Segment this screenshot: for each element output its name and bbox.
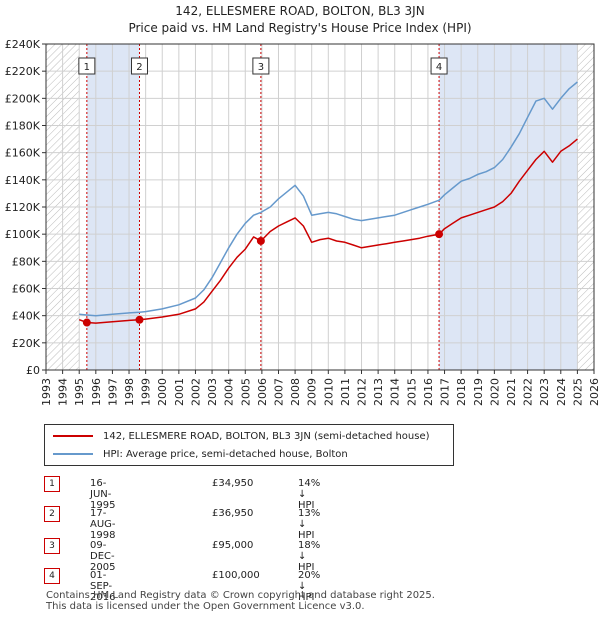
x-tick-label: 1999 — [140, 378, 153, 406]
x-tick-label: 2020 — [488, 378, 501, 406]
x-tick-label: 2026 — [588, 378, 600, 406]
y-tick-label: £220K — [5, 65, 41, 78]
x-tick-label: 2012 — [356, 378, 369, 406]
sale-number-badge: 3 — [44, 538, 60, 554]
legend-item-hpi: HPI: Average price, semi-detached house,… — [53, 446, 348, 462]
x-tick-label: 2007 — [272, 378, 285, 406]
legend-swatch-hpi — [53, 453, 93, 455]
x-tick-label: 2010 — [322, 378, 335, 406]
x-tick-label: 1996 — [90, 378, 103, 406]
y-tick-label: £0 — [26, 364, 40, 377]
hpi-line — [79, 81, 578, 317]
x-tick-label: 2019 — [472, 378, 485, 406]
y-tick-label: £120K — [5, 201, 41, 214]
x-tick-label: 2017 — [439, 378, 452, 406]
sale-date: 09-DEC-2005 — [90, 540, 116, 573]
sale-number-badge: 1 — [44, 476, 60, 492]
sale-label-box — [430, 57, 448, 75]
sale-point — [135, 315, 144, 324]
sale-hpi-diff: 13% ↓ HPI — [298, 508, 321, 541]
x-tick-label: 2022 — [522, 378, 535, 406]
sale-price: £100,000 — [212, 570, 260, 581]
legend-item-price: 142, ELLESMERE ROAD, BOLTON, BL3 3JN (se… — [53, 428, 430, 444]
sale-hpi-diff: 18% ↓ HPI — [298, 540, 321, 573]
sale-label: 1 — [84, 62, 90, 73]
x-tick-label: 1998 — [123, 378, 136, 406]
x-tick-label: 2025 — [571, 378, 584, 406]
y-tick-label: £20K — [12, 337, 41, 350]
y-tick-label: £40K — [12, 310, 41, 323]
x-tick-label: 2009 — [306, 378, 319, 406]
sale-label-box — [130, 57, 148, 75]
x-tick-label: 1997 — [106, 378, 119, 406]
price-chart: 1 2 3 4 £0 £20K £40K £60K £80K £100K £120K £140K £1… — [5, 38, 600, 406]
x-tick-label: 2003 — [206, 378, 219, 406]
x-tick-label: 2021 — [505, 378, 518, 406]
x-tick-label: 2005 — [239, 378, 252, 406]
sale-price: £34,950 — [212, 478, 254, 489]
x-tick-label: 2015 — [405, 378, 418, 406]
sale-label: 2 — [136, 62, 142, 73]
price-paid-line — [78, 138, 578, 324]
x-tick-label: 2016 — [422, 378, 435, 406]
x-tick-label: 2018 — [455, 378, 468, 406]
x-tick-label: 2011 — [339, 378, 352, 406]
y-tick-label: £200K — [5, 92, 41, 105]
x-tick-label: 1993 — [40, 378, 53, 406]
y-tick-label: £180K — [5, 120, 41, 133]
sale-point — [435, 230, 444, 239]
sale-date: 17-AUG-1998 — [90, 508, 116, 541]
legend: 142, ELLESMERE ROAD, BOLTON, BL3 3JN (se… — [44, 424, 454, 466]
sale-hpi-diff: 20% ↓ HPI — [298, 570, 321, 603]
x-tick-label: 2024 — [555, 378, 568, 406]
sale-point — [256, 236, 265, 245]
legend-label-hpi: HPI: Average price, semi-detached house,… — [103, 448, 348, 460]
x-tick-label: 2004 — [223, 378, 236, 406]
y-tick-label: £100K — [5, 228, 41, 241]
sale-date: 01-SEP-2016 — [90, 570, 116, 603]
sale-number-badge: 2 — [44, 506, 60, 522]
x-tick-label: 2013 — [372, 378, 385, 406]
sale-price: £36,950 — [212, 508, 254, 519]
x-tick-label: 2001 — [173, 378, 186, 406]
x-tick-label: 2014 — [389, 378, 402, 406]
sale-number-badge: 4 — [44, 568, 60, 584]
sale-date: 16-JUN-1995 — [90, 478, 116, 511]
sale-label: 4 — [436, 62, 442, 73]
x-tick-label: 2006 — [256, 378, 269, 406]
x-tick-label: 2000 — [156, 378, 169, 406]
x-tick-label: 2008 — [289, 378, 302, 406]
footer-copyright: Contains HM Land Registry data © Crown c… — [46, 590, 435, 601]
sale-label-box — [252, 57, 270, 75]
y-tick-label: £160K — [5, 147, 41, 160]
x-tick-label: 1994 — [57, 378, 70, 406]
sale-label-box — [78, 57, 96, 75]
x-tick-label: 1995 — [73, 378, 86, 406]
footer-licence: This data is licensed under the Open Gov… — [46, 601, 365, 612]
x-tick-label: 2002 — [189, 378, 202, 406]
plot-border — [45, 43, 595, 371]
y-tick-label: £140K — [5, 174, 41, 187]
sale-hpi-diff: 14% ↓ HPI — [298, 478, 321, 511]
x-tick-label: 2023 — [538, 378, 551, 406]
y-tick-label: £80K — [12, 255, 41, 268]
sale-label: 3 — [258, 62, 264, 73]
y-tick-label: £240K — [5, 38, 41, 51]
y-tick-label: £60K — [12, 283, 41, 296]
legend-label-price: 142, ELLESMERE ROAD, BOLTON, BL3 3JN (se… — [103, 430, 430, 442]
sale-price: £95,000 — [212, 540, 254, 551]
chart-title: 142, ELLESMERE ROAD, BOLTON, BL3 3JN — [175, 4, 425, 18]
legend-swatch-price — [53, 435, 93, 437]
sale-point — [82, 318, 91, 327]
chart-subtitle: Price paid vs. HM Land Registry's House … — [128, 21, 472, 35]
